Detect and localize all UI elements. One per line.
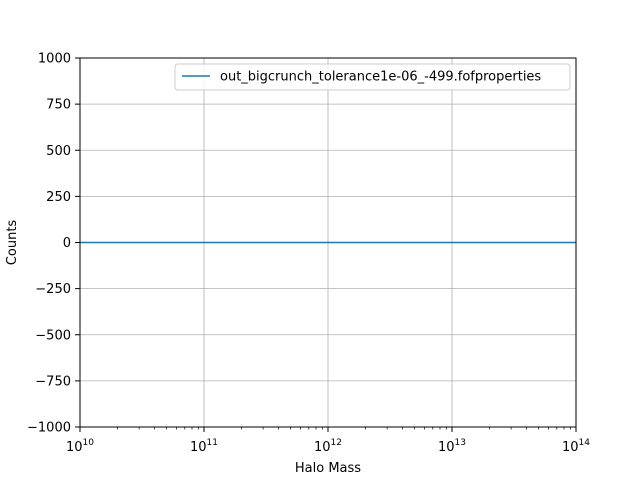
y-tick-label: −1000 bbox=[27, 421, 71, 436]
y-tick-label: 0 bbox=[63, 236, 71, 251]
y-tick-label: −750 bbox=[35, 374, 71, 389]
legend: out_bigcrunch_tolerance1e-06_-499.fofpro… bbox=[174, 63, 571, 91]
y-tick-label: 750 bbox=[46, 98, 71, 113]
y-tick-label: 500 bbox=[46, 144, 71, 159]
x-tick-label: 1014 bbox=[562, 438, 590, 455]
legend-box bbox=[174, 63, 571, 91]
y-tick-label: 1000 bbox=[38, 52, 71, 67]
x-axis-label: Halo Mass bbox=[295, 461, 361, 476]
x-tick-label: 1011 bbox=[190, 438, 218, 455]
x-axis-ticks: 1010 1011 1012 1013 1014 bbox=[66, 427, 590, 455]
y-tick-label: −500 bbox=[35, 328, 71, 343]
y-axis-ticks: −1000 −750 −500 −250 0 250 500 750 1000 bbox=[27, 52, 80, 436]
y-tick-label: −250 bbox=[35, 282, 71, 297]
x-minor-ticks bbox=[116, 427, 571, 430]
y-tick-label: 250 bbox=[46, 190, 71, 205]
x-tick-label: 1013 bbox=[438, 438, 466, 455]
y-axis-label: Counts bbox=[5, 220, 20, 266]
x-tick-label: 1012 bbox=[314, 438, 342, 455]
x-tick-label: 1010 bbox=[66, 438, 94, 455]
legend-label: out_bigcrunch_tolerance1e-06_-499.fofpro… bbox=[220, 70, 541, 85]
